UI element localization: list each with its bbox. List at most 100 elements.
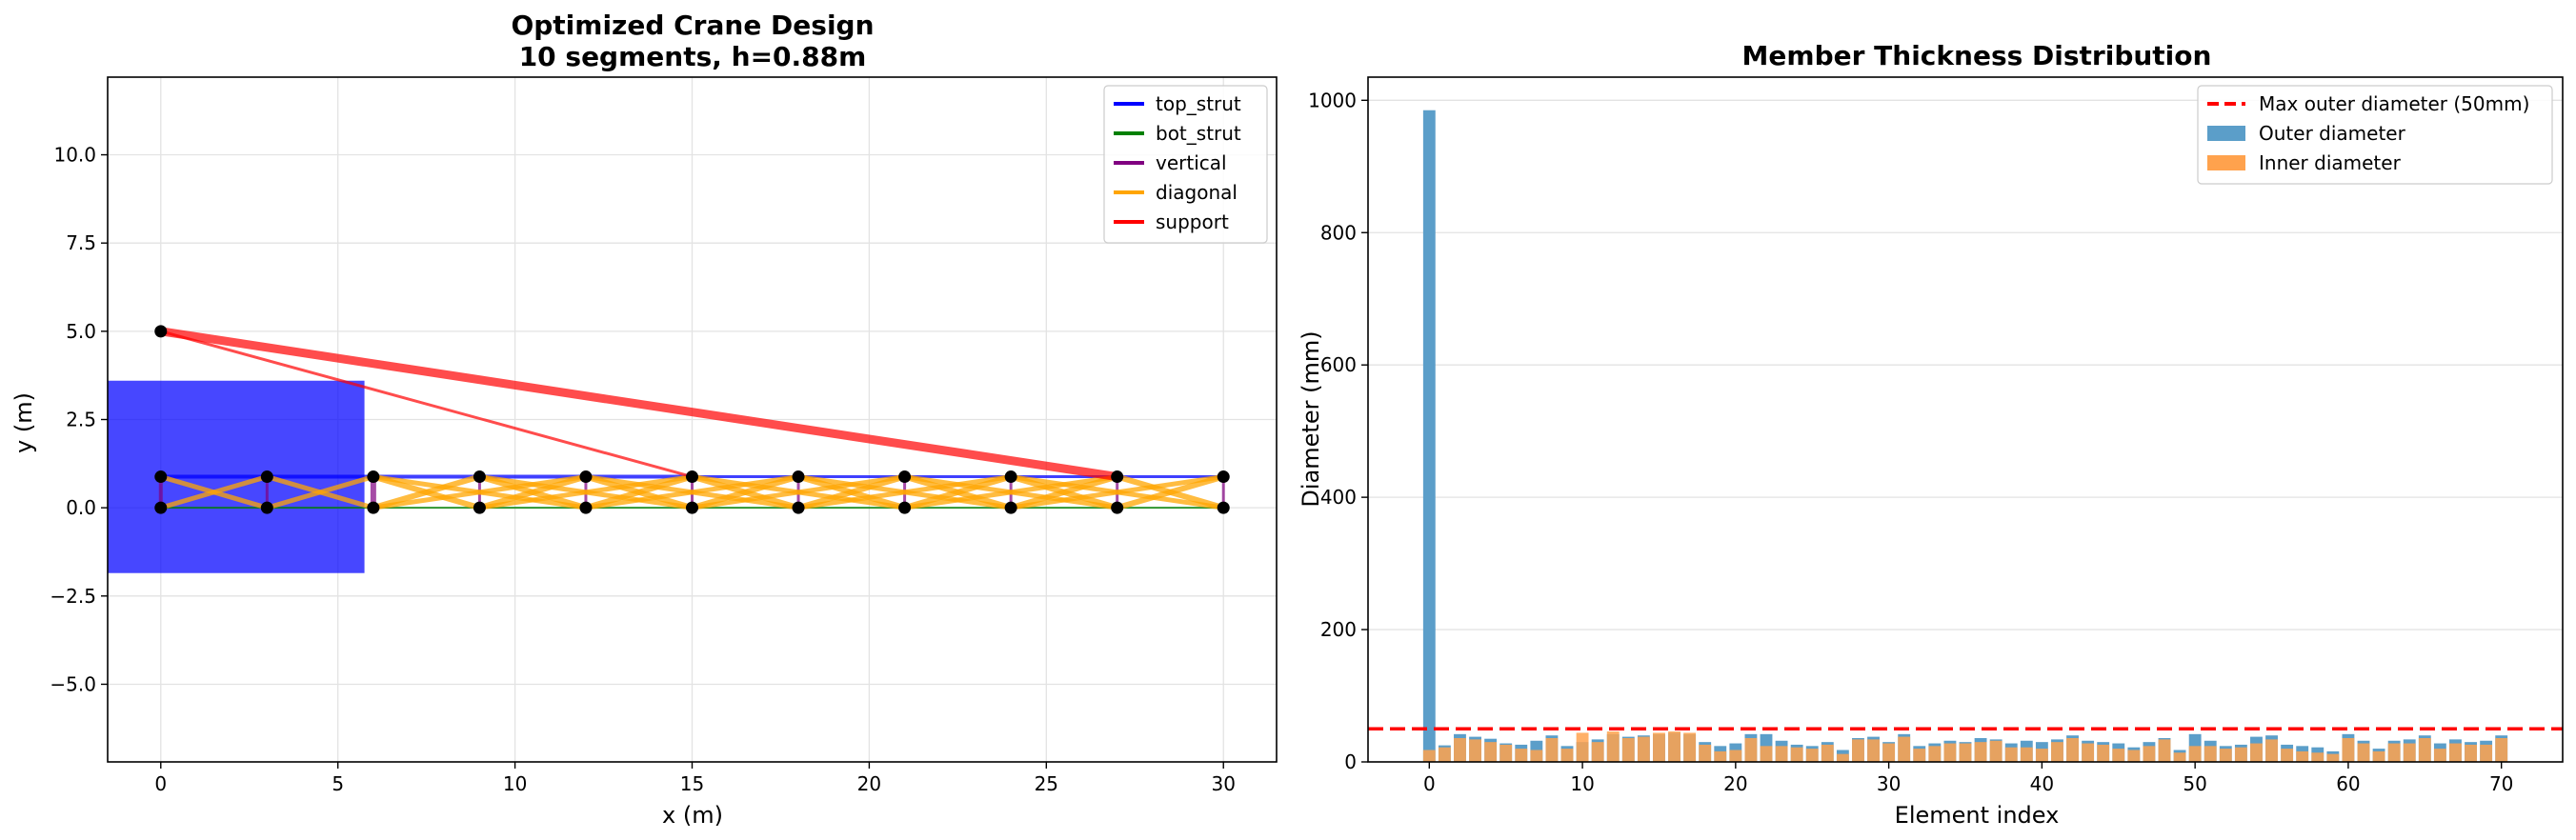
crane-chart-y-axis-label: y (m): [10, 392, 37, 453]
crane-chart-x-axis-label: x (m): [662, 802, 723, 829]
inner-diameter-bar: [2281, 749, 2294, 762]
inner-diameter-bar: [1576, 732, 1589, 762]
diagonal-member: [158, 474, 270, 510]
x-tick-label: 40: [2030, 772, 2054, 795]
y-tick-label: 0: [1344, 750, 1357, 773]
top-node: [792, 470, 805, 484]
top-node: [260, 470, 273, 484]
inner-diameter-bar: [1867, 739, 1880, 762]
inner-diameter-bar: [1653, 732, 1665, 762]
inner-diameter-bar: [1852, 739, 1864, 762]
crane-chart-ticks: 0 5 10 15 20 25 30 −5.0 −2.5 0.0 2.5 5.0 7.5 10.0: [50, 144, 1236, 795]
top-node: [579, 470, 593, 484]
inner-diameter-bar: [1438, 747, 1451, 762]
diagonal-member: [582, 473, 695, 511]
inner-diameter-bar: [2035, 749, 2048, 762]
bottom-node: [260, 501, 273, 514]
legend-swatch: [2207, 155, 2245, 170]
support-member: [159, 330, 694, 479]
diagonal-member: [902, 474, 1120, 510]
inner-diameter-bar: [2326, 753, 2340, 762]
thickness-chart-x-axis-label: Element index: [1895, 802, 2060, 829]
inner-diameter-bar: [1744, 737, 1758, 762]
inner-diameter-bar: [2097, 744, 2110, 762]
diagonal-member: [689, 473, 802, 511]
y-tick-label: −5.0: [50, 672, 96, 695]
inner-diameter-bar: [1729, 750, 1742, 762]
top-node: [1004, 470, 1017, 484]
x-tick-label: 30: [1212, 772, 1236, 795]
inner-diameter-bar: [1699, 744, 1712, 762]
inner-diameter-bar: [2342, 737, 2355, 762]
bottom-node: [686, 501, 698, 514]
legend-label: Max outer diameter (50mm): [2259, 92, 2529, 115]
inner-diameter-bar: [2495, 737, 2508, 762]
top-node: [367, 470, 380, 484]
inner-diameter-bar: [2020, 747, 2033, 762]
inner-diameter-bar: [2418, 737, 2431, 762]
inner-diameter-bar: [1515, 749, 1528, 762]
crane-chart-title: Optimized Crane Design: [511, 10, 874, 41]
diagonal-member: [264, 474, 376, 510]
inner-diameter-bar: [2188, 746, 2202, 762]
thickness-chart-legend: Max outer diameter (50mm) Outer diameter I…: [2197, 85, 2553, 185]
legend-label: diagonal: [1156, 181, 1238, 204]
legend-label: vertical: [1156, 151, 1227, 174]
inner-diameter-bar: [1530, 750, 1543, 762]
inner-diameter-bar: [1821, 744, 1834, 762]
inner-diameter-bar: [1790, 747, 1803, 762]
inner-diameter-bar: [1943, 743, 1957, 762]
legend-label: bot_strut: [1156, 122, 1241, 145]
x-tick-label: 30: [1877, 772, 1901, 795]
inner-diameter-bar: [2372, 750, 2385, 762]
inner-diameter-bar: [1499, 744, 1513, 762]
crane-chart-subtitle: 10 segments, h=0.88m: [519, 41, 867, 72]
y-tick-label: 7.5: [66, 231, 96, 254]
x-tick-label: 70: [2489, 772, 2513, 795]
y-tick-label: 5.0: [66, 320, 96, 343]
x-tick-label: 60: [2336, 772, 2360, 795]
inner-diameter-bar: [2082, 743, 2095, 762]
diagonal-member: [901, 473, 1015, 511]
thickness-chart-y-axis-label: Diameter (mm): [1298, 330, 1324, 507]
inner-diameter-bar: [2204, 746, 2217, 762]
bottom-node: [1004, 501, 1017, 514]
inner-diameter-bar: [2173, 752, 2186, 762]
inner-diameter-bar: [1668, 731, 1680, 762]
inner-diameter-bar: [2465, 744, 2477, 762]
y-tick-label: 200: [1320, 618, 1357, 641]
y-tick-label: −2.5: [50, 585, 96, 608]
inner-diameter-bar: [2158, 739, 2171, 762]
diagonal-member: [476, 474, 694, 510]
top-node: [1111, 470, 1124, 484]
thickness-chart-frame: [1367, 76, 2564, 763]
inner-diameter-bar: [2433, 749, 2446, 762]
inner-diameter-bar: [2357, 743, 2370, 762]
inner-diameter-bar: [1898, 736, 1911, 762]
inner-diameter-bar: [2143, 746, 2156, 762]
inner-diameter-bar: [2387, 743, 2401, 762]
legend-label: support: [1156, 210, 1229, 233]
inner-diameter-bar: [1882, 743, 1896, 762]
inner-diameter-bar: [1989, 740, 2002, 762]
crane-design-chart: Optimized Crane Design 10 segments, h=0.…: [10, 10, 1278, 829]
thickness-chart-title: Member Thickness Distribution: [1742, 40, 2212, 71]
inner-diameter-bar: [1454, 737, 1466, 762]
support-node: [154, 325, 168, 338]
top-node: [473, 470, 486, 484]
top-node: [686, 470, 698, 484]
inner-diameter-bar: [2234, 747, 2247, 762]
diagonal-member: [583, 474, 801, 510]
inner-diameter-bar: [1560, 749, 1574, 762]
inner-diameter-bar: [2112, 749, 2125, 762]
x-tick-label: 10: [1570, 772, 1594, 795]
diagonal-member: [1008, 473, 1120, 511]
bottom-node: [154, 501, 168, 514]
x-tick-label: 0: [1423, 772, 1436, 795]
inner-diameter-bar: [2449, 743, 2462, 762]
y-tick-label: 10.0: [53, 144, 96, 167]
inner-diameter-bar: [2265, 739, 2278, 762]
inner-diameter-bar: [1606, 731, 1620, 762]
inner-diameter-bar: [2066, 737, 2079, 762]
